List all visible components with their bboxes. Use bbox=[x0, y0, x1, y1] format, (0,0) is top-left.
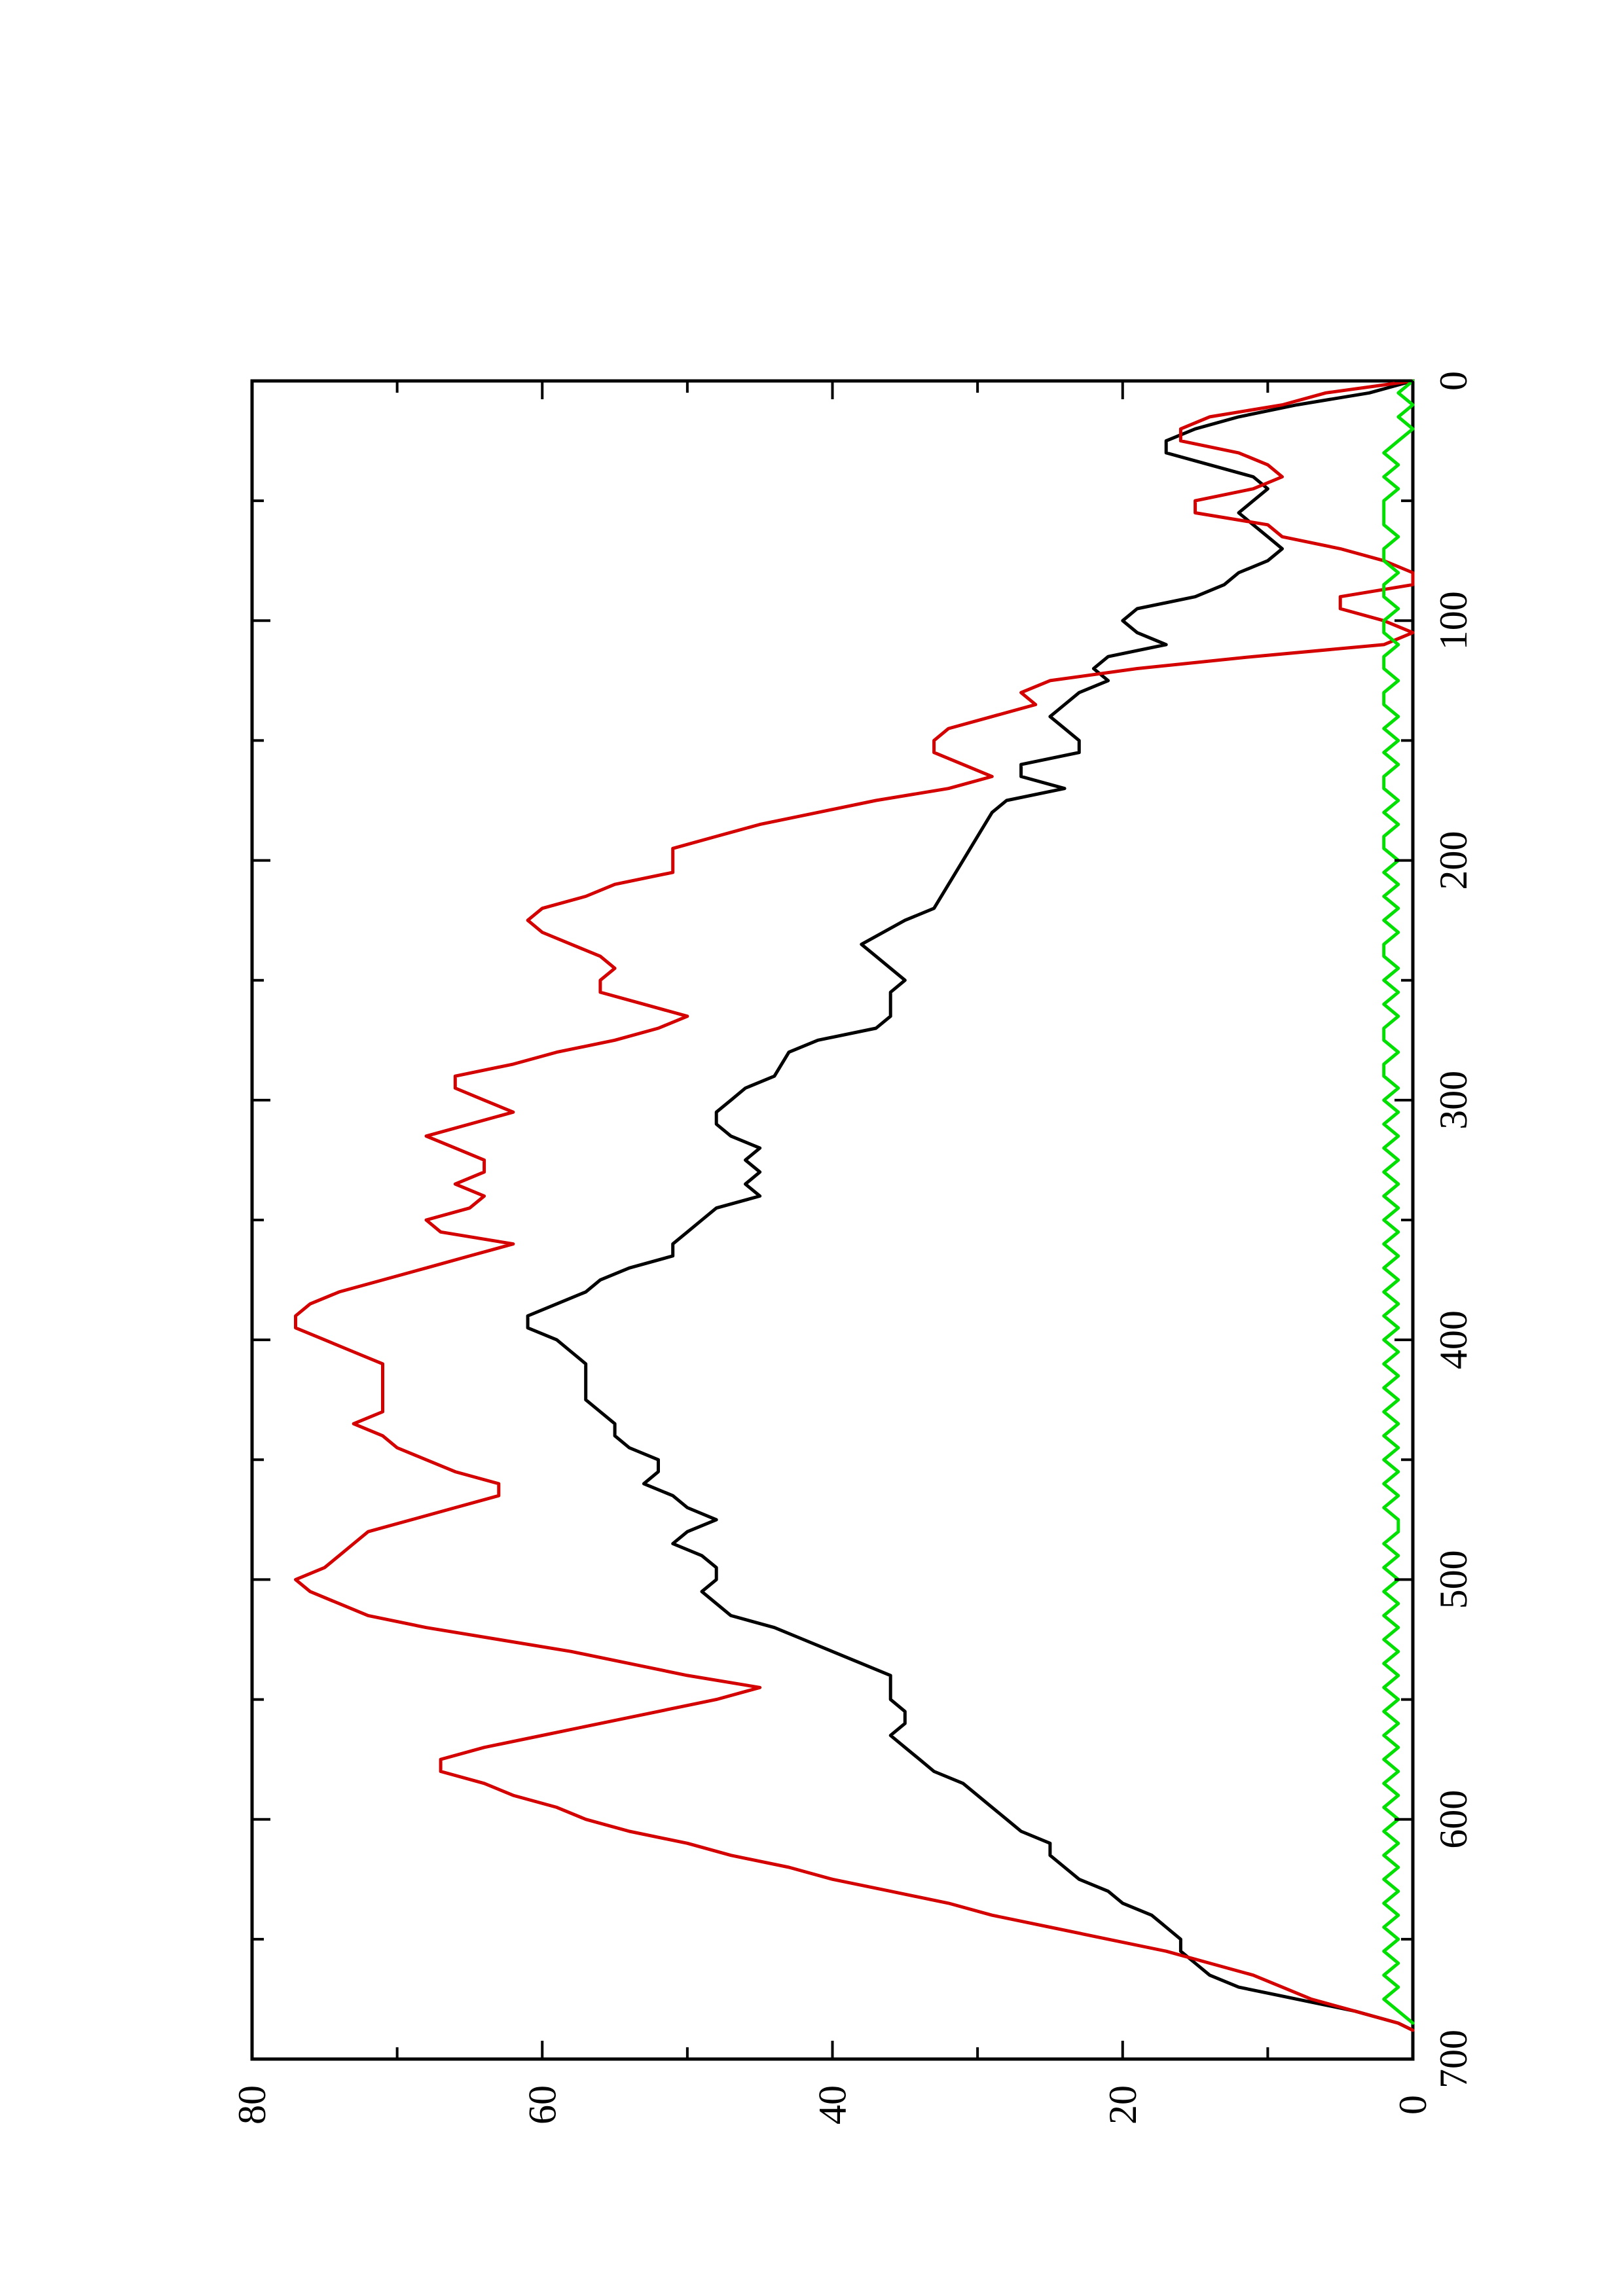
red-series-line bbox=[294, 379, 1415, 2032]
y-tick-label: 60 bbox=[520, 2085, 564, 2125]
tick-layer bbox=[251, 380, 1414, 2060]
green-series-line bbox=[1382, 379, 1415, 2025]
y-tick-label: 20 bbox=[1101, 2085, 1144, 2125]
x-tick-label: 500 bbox=[1432, 1550, 1475, 1609]
x-tick-label: 400 bbox=[1432, 1310, 1475, 1369]
y-tick-label: 0 bbox=[1391, 2095, 1434, 2115]
plot-area: 0 100 200 300 400 500 600 700 0 20 40 60 80 bbox=[230, 371, 1475, 2125]
series-layer bbox=[294, 379, 1415, 2032]
x-tick-label: 300 bbox=[1432, 1071, 1475, 1130]
black-series-line bbox=[526, 379, 1415, 2032]
x-tick-label: 600 bbox=[1432, 1790, 1475, 1849]
tick-label-layer: 0 100 200 300 400 500 600 700 0 20 40 60 80 bbox=[230, 371, 1475, 2125]
x-tick-label: 0 bbox=[1432, 371, 1475, 391]
x-tick-label: 200 bbox=[1432, 831, 1475, 890]
y-tick-label: 40 bbox=[811, 2085, 854, 2125]
y-tick-label: 80 bbox=[230, 2085, 274, 2125]
x-tick-label: 100 bbox=[1432, 591, 1475, 650]
x-tick-label: 700 bbox=[1432, 2030, 1475, 2089]
